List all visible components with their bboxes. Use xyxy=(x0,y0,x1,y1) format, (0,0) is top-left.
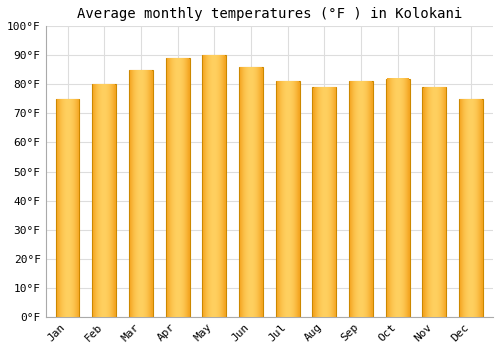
Bar xyxy=(166,58,190,317)
Title: Average monthly temperatures (°F ) in Kolokani: Average monthly temperatures (°F ) in Ko… xyxy=(76,7,462,21)
Bar xyxy=(239,67,263,317)
Bar xyxy=(56,99,80,317)
Bar xyxy=(312,87,336,317)
Bar xyxy=(129,70,153,317)
Bar xyxy=(349,82,373,317)
Bar xyxy=(386,78,409,317)
Bar xyxy=(276,82,299,317)
Bar xyxy=(422,87,446,317)
Bar xyxy=(459,99,483,317)
Bar xyxy=(92,84,116,317)
Bar xyxy=(202,55,226,317)
